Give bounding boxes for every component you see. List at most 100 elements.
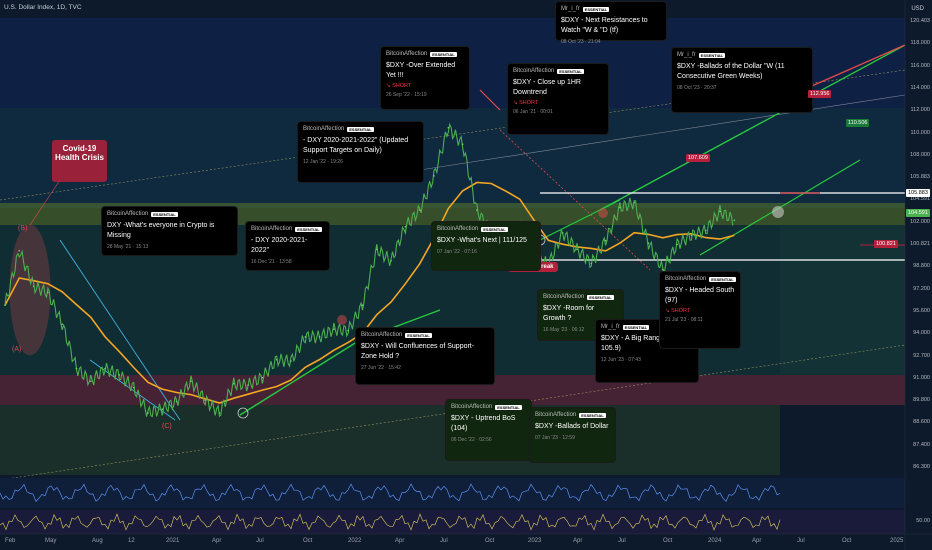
lower-green-zone <box>0 405 780 475</box>
x-tick-label: Jul <box>618 538 626 544</box>
price-point <box>233 383 235 385</box>
price-point <box>161 408 164 411</box>
price-tag: 112.956 <box>808 90 832 98</box>
idea-note[interactable]: Mr_i_fr ESSENTIAL $DXY - Next Resistances … <box>556 2 666 45</box>
price-point <box>704 229 707 232</box>
note-author: Mr_i_fr ESSENTIAL <box>601 324 693 330</box>
idea-note[interactable]: BitcoinAffection ESSENTIAL $DXY - Uptrend … <box>446 400 531 460</box>
note-text: $DXY - Will Confluences of Support-Zone … <box>361 343 475 360</box>
circle-marker-2023b <box>598 208 608 218</box>
note-text: $DXY -Ballads of Dollar <box>535 423 609 430</box>
y-tick-label: 118.000 <box>910 40 930 47</box>
note-author-name: BitcoinAffection <box>451 404 493 410</box>
price-point <box>118 374 121 376</box>
y-tick-label: 105.883 <box>910 174 930 181</box>
note-date: 12 Jun '23 · 07:43 <box>601 357 641 363</box>
wave-c-label: (C) <box>162 423 172 430</box>
note-text: $DXY - Next Resistances to Watch "W & "D… <box>561 17 648 34</box>
idea-note[interactable]: BitcoinAffection ESSENTIAL $DXY -Ballads o… <box>530 408 615 462</box>
idea-note[interactable]: BitcoinAffection ESSENTIAL $DXY - Will Con… <box>356 328 494 384</box>
y-tick-label: 87.400 <box>913 441 930 448</box>
x-tick-label: 2024 <box>708 538 722 544</box>
note-date: 06 Dec '22 · 02:56 <box>451 437 492 443</box>
y-tick-label: 94.000 <box>913 330 930 337</box>
note-text: $DXY - Uptrend BoS (104) <box>451 415 516 432</box>
note-badge: ESSENTIAL <box>587 294 614 300</box>
price-point <box>418 209 421 211</box>
green-trend-upper <box>599 44 906 211</box>
note-author: BitcoinAffection ESSENTIAL <box>535 412 610 418</box>
idea-note[interactable]: Mr_i_fr ESSENTIAL $DXY -Ballads of the Dol… <box>672 48 812 112</box>
note-text: $DXY -Room for Growth ? <box>543 305 595 322</box>
oscillator-2-line <box>0 513 781 531</box>
note-badge: ESSENTIAL <box>582 6 610 12</box>
note-author: BitcoinAffection ESSENTIAL <box>107 211 232 217</box>
idea-note[interactable]: BitcoinAffection ESSENTIAL $DXY - Headed S… <box>660 272 740 348</box>
price-point <box>61 323 63 326</box>
note-author: BitcoinAffection ESSENTIAL <box>665 276 736 282</box>
idea-note[interactable]: BitcoinAffection ESSENTIAL - DXY 2020-2021… <box>298 122 423 182</box>
note-author-name: BitcoinAffection <box>251 226 293 232</box>
note-text: $DXY -What's Next | 111/125 <box>437 237 527 244</box>
x-tick-label: Apr <box>752 538 762 544</box>
note-badge: ESSENTIAL <box>557 68 584 74</box>
price-point <box>75 367 78 370</box>
note-author-name: BitcoinAffection <box>437 226 479 232</box>
y-tick-label: 88.600 <box>913 419 930 426</box>
x-tick-label: Feb <box>5 538 16 544</box>
note-text: $DXY - A Big Range (100.8 - 105.9) <box>601 335 690 352</box>
x-tick-label: 12 <box>128 538 135 544</box>
price-point <box>376 248 378 251</box>
idea-note[interactable]: BitcoinAffection ESSENTIAL DXY -What's eve… <box>102 207 237 255</box>
x-tick-label: Oct <box>303 538 313 544</box>
note-date: 07 Jan '22 · 07:16 <box>437 249 477 255</box>
note-text: - DXY 2020-2021-2022" (Updated Support T… <box>303 137 409 154</box>
note-author: BitcoinAffection ESSENTIAL <box>386 51 464 57</box>
x-tick-label: 2022 <box>348 538 362 544</box>
x-tick-label: Aug <box>92 538 103 544</box>
wave-b-label: (B) <box>18 225 28 232</box>
price-point <box>590 262 593 265</box>
note-author-name: BitcoinAffection <box>107 211 149 217</box>
note-author: BitcoinAffection ESSENTIAL <box>303 126 418 132</box>
blue-zone-mid <box>0 108 905 208</box>
price-point <box>18 249 21 252</box>
y-tick-label: 120.403 <box>910 18 930 24</box>
note-date: 28 May '21 · 15:13 <box>107 244 149 250</box>
y-tick-label: 89.800 <box>913 397 930 404</box>
x-tick-label: 2021 <box>166 538 180 544</box>
price-point <box>333 328 335 331</box>
price-point <box>576 248 578 251</box>
idea-note[interactable]: BitcoinAffection ESSENTIAL $DXY -Over Exte… <box>381 47 469 109</box>
price-point <box>461 143 464 145</box>
note-badge: ESSENTIAL <box>347 126 374 132</box>
price-point <box>676 243 678 246</box>
note-date: 21 Jul '23 · 08:11 <box>665 317 703 323</box>
price-point <box>247 384 249 386</box>
note-text: $DXY - Headed South (97) <box>665 287 735 304</box>
x-tick-label: May <box>45 538 57 544</box>
y-tick-label: 97.200 <box>913 285 930 292</box>
note-tag: ↘ SHORT <box>665 308 691 314</box>
note-date: 07 Jan '23 · 12:59 <box>535 435 575 441</box>
note-author-name: BitcoinAffection <box>543 294 585 300</box>
idea-note[interactable]: BitcoinAffection ESSENTIAL - DXY 2020-2021… <box>246 222 329 270</box>
green-2023-trend <box>539 199 621 241</box>
idea-note[interactable]: BitcoinAffection ESSENTIAL $DXY -What's Ne… <box>432 222 540 270</box>
price-point <box>361 304 364 307</box>
price-point <box>633 201 635 204</box>
note-badge: ESSENTIAL <box>295 226 322 232</box>
note-author-name: BitcoinAffection <box>361 332 403 338</box>
y-tick-label: 92.700 <box>913 352 930 359</box>
price-point <box>304 336 307 338</box>
currency-label: USD <box>911 6 924 12</box>
covid-label: Covid-19 Health Crisis <box>55 144 104 162</box>
idea-note[interactable]: BitcoinAffection ESSENTIAL $DXY - Close up… <box>508 64 608 134</box>
note-date: 08 Oct '23 · 21:04 <box>561 39 601 45</box>
price-point <box>433 175 435 177</box>
price-point <box>290 360 292 362</box>
price-point <box>204 399 206 402</box>
note-author-name: BitcoinAffection <box>303 126 345 132</box>
note-badge: ESSENTIAL <box>151 211 178 217</box>
price-point <box>47 291 49 294</box>
